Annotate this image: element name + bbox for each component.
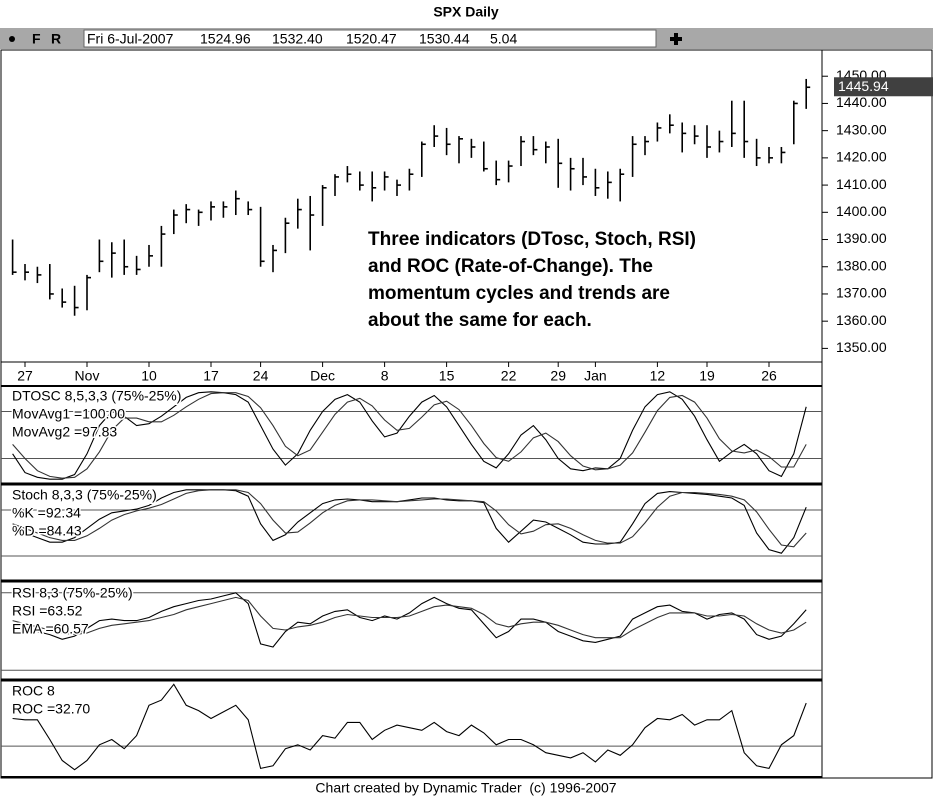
last-price-marker [834, 77, 933, 97]
x-tick-label: Jan [584, 368, 607, 384]
y-tick-label: 1390.00 [836, 230, 887, 246]
x-tick-label: 29 [550, 368, 566, 384]
x-tick-label: 26 [761, 368, 777, 384]
icon-part [674, 33, 678, 45]
legend-entry: MovAvg2 =97.83 [12, 424, 117, 440]
panel-title: DTOSC 8,5,3,3 (75%-25%) [12, 388, 181, 404]
x-tick-label: Dec [310, 368, 335, 384]
annotation: about the same for each. [368, 310, 592, 331]
indicator-line [12, 596, 807, 639]
toolbar-field: 5.04 [490, 31, 517, 47]
last-price-label: 1445.94 [838, 78, 889, 94]
y-tick-label: 1400.00 [836, 203, 887, 219]
toolbar-dot [9, 36, 15, 42]
legend-entry: ROC =32.70 [12, 701, 90, 717]
indicator-line [12, 489, 807, 554]
x-tick-label: Nov [75, 368, 100, 384]
annotation: momentum cycles and trends are [368, 283, 670, 304]
legend-entry: %D =84.43 [12, 523, 82, 539]
toolbar-field: 1530.44 [419, 31, 470, 47]
toolbar-field-box [83, 29, 657, 48]
toolbar-button[interactable]: R [51, 31, 61, 47]
panel-title: Stoch 8,3,3 (75%-25%) [12, 487, 157, 503]
panel-title: ROC 8 [12, 683, 55, 699]
legend-entry: RSI =63.52 [12, 603, 83, 619]
y-tick-label: 1440.00 [836, 94, 887, 110]
x-tick-label: 10 [141, 368, 157, 384]
toolbar-field: 1524.96 [200, 31, 251, 47]
x-tick-label: 22 [501, 368, 517, 384]
y-tick-label: 1420.00 [836, 149, 887, 165]
y-tick-label: 1430.00 [836, 121, 887, 137]
crosshair-icon[interactable] [670, 33, 682, 45]
x-tick-label: 12 [650, 368, 666, 384]
legend-entry: EMA =60.57 [12, 621, 89, 637]
toolbar-field: Fri 6-Jul-2007 [87, 31, 174, 47]
y-tick-label: 1350.00 [836, 339, 887, 355]
panel-title: RSI 8,3 (75%-25%) [12, 585, 133, 601]
y-tick-label: 1370.00 [836, 285, 887, 301]
toolbar-field: 1532.40 [272, 31, 323, 47]
annotation: Three indicators (DTosc, Stoch, RSI) [368, 229, 696, 250]
x-tick-label: 19 [699, 368, 715, 384]
x-tick-label: 24 [253, 368, 269, 384]
chart-title: SPX Daily [433, 4, 499, 20]
x-tick-label: 17 [203, 368, 219, 384]
x-tick-label: 15 [439, 368, 455, 384]
indicator-line [12, 391, 807, 480]
y-tick-label: 1410.00 [836, 176, 887, 192]
indicator-line [12, 592, 807, 648]
y-tick-label: 1360.00 [836, 312, 887, 328]
legend-entry: MovAvg1 =100.00 [12, 406, 125, 422]
indicator-line [12, 489, 807, 548]
footer: Chart created by Dynamic Trader (c) 1996… [315, 780, 616, 796]
x-tick-label: 27 [17, 368, 33, 384]
toolbar-field: 1520.47 [346, 31, 397, 47]
annotation: and ROC (Rate-of-Change). The [368, 256, 653, 277]
x-tick-label: 8 [381, 368, 389, 384]
y-tick-label: 1380.00 [836, 257, 887, 273]
legend-entry: %K =92.34 [12, 505, 81, 521]
indicator-line [12, 683, 807, 771]
toolbar-button[interactable]: F [32, 31, 41, 47]
indicator-line [12, 392, 807, 479]
